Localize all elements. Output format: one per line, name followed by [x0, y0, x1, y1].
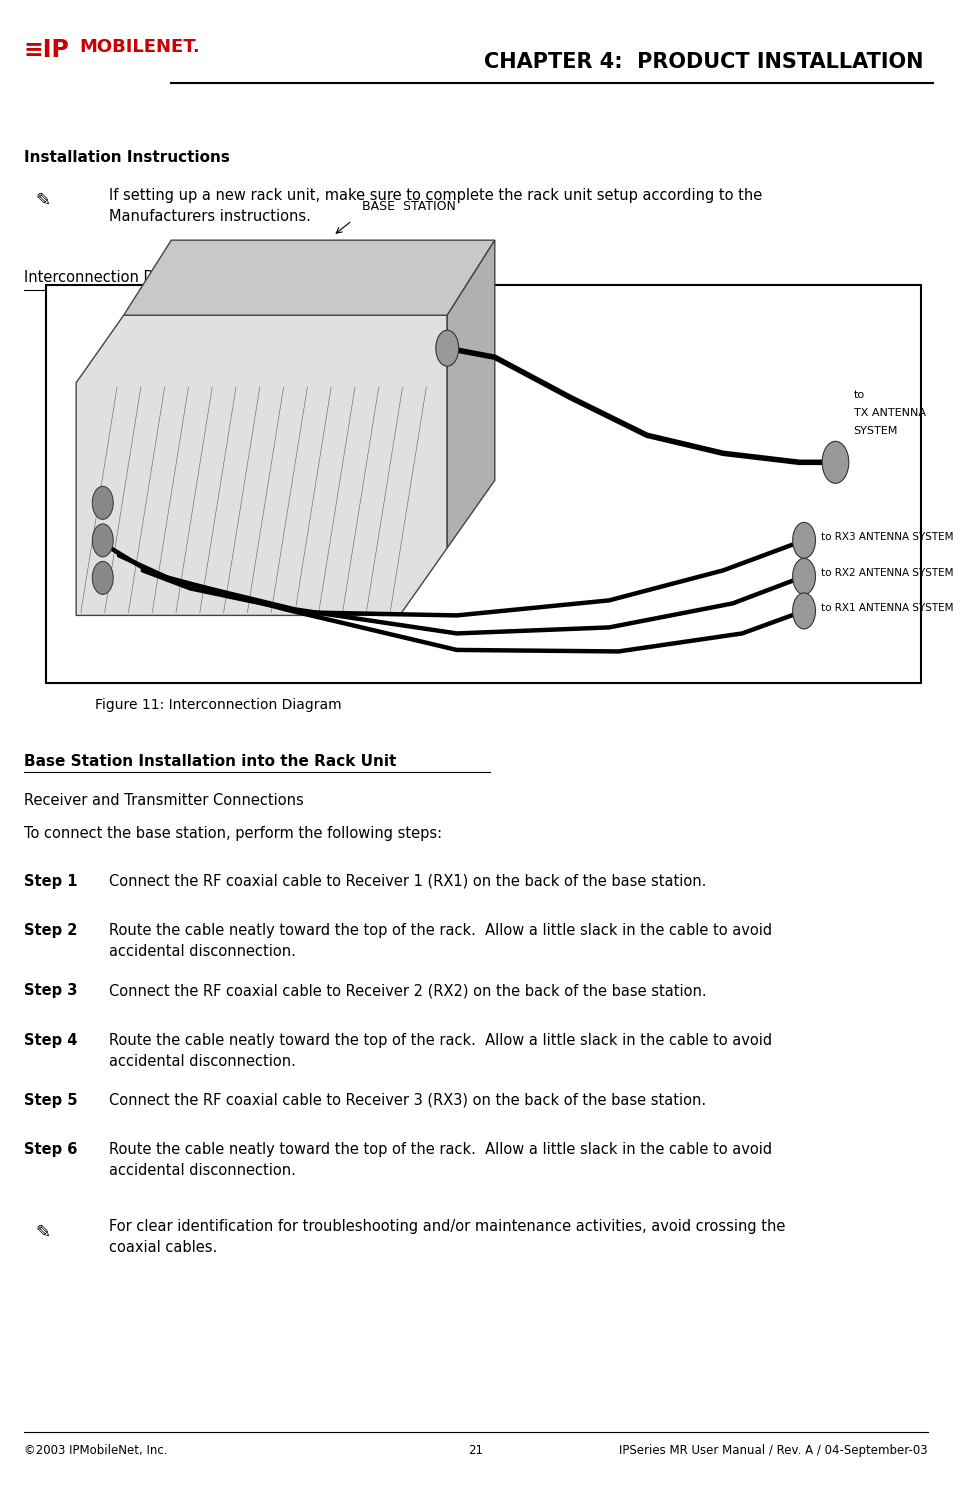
Circle shape: [92, 486, 114, 519]
Text: Figure 11: Interconnection Diagram: Figure 11: Interconnection Diagram: [95, 698, 342, 711]
Text: ✎: ✎: [35, 1223, 50, 1241]
Polygon shape: [76, 315, 447, 615]
Text: BASE  STATION: BASE STATION: [362, 200, 456, 213]
Text: Step 2: Step 2: [24, 923, 77, 938]
Bar: [46, 285, 921, 683]
Text: Step 1: Step 1: [24, 874, 77, 889]
Text: to RX3 ANTENNA SYSTEM: to RX3 ANTENNA SYSTEM: [821, 533, 954, 542]
Text: For clear identification for troubleshooting and/or maintenance activities, avoi: For clear identification for troubleshoo…: [110, 1219, 786, 1255]
Text: TX ANTENNA: TX ANTENNA: [854, 408, 925, 419]
Text: Step 5: Step 5: [24, 1093, 77, 1108]
Text: Base Station Installation into the Rack Unit: Base Station Installation into the Rack …: [24, 754, 396, 769]
Circle shape: [92, 524, 114, 557]
Text: Receiver and Transmitter Connections: Receiver and Transmitter Connections: [24, 793, 304, 808]
Text: ≡IP: ≡IP: [24, 38, 70, 62]
Text: ✎: ✎: [35, 192, 50, 210]
Text: Step 3: Step 3: [24, 983, 77, 998]
Polygon shape: [447, 240, 495, 548]
Text: MOBILENET.: MOBILENET.: [79, 38, 200, 56]
Text: SYSTEM: SYSTEM: [854, 426, 898, 437]
Text: To connect the base station, perform the following steps:: To connect the base station, perform the…: [24, 826, 442, 841]
Text: to: to: [854, 390, 864, 401]
Text: to RX2 ANTENNA SYSTEM: to RX2 ANTENNA SYSTEM: [821, 569, 954, 578]
Text: Route the cable neatly toward the top of the rack.  Allow a little slack in the : Route the cable neatly toward the top of…: [110, 923, 772, 959]
Text: Interconnection Diagram: Interconnection Diagram: [24, 270, 206, 285]
Circle shape: [793, 593, 815, 629]
Text: ©2003 IPMobileNet, Inc.: ©2003 IPMobileNet, Inc.: [24, 1444, 168, 1457]
Text: Step 6: Step 6: [24, 1142, 77, 1157]
Text: Connect the RF coaxial cable to Receiver 2 (RX2) on the back of the base station: Connect the RF coaxial cable to Receiver…: [110, 983, 707, 998]
Circle shape: [793, 558, 815, 594]
Text: Installation Instructions: Installation Instructions: [24, 150, 229, 165]
Circle shape: [436, 330, 459, 366]
Text: Route the cable neatly toward the top of the rack.  Allow a little slack in the : Route the cable neatly toward the top of…: [110, 1033, 772, 1069]
Polygon shape: [123, 240, 495, 315]
Text: Step 4: Step 4: [24, 1033, 77, 1048]
Text: Route the cable neatly toward the top of the rack.  Allow a little slack in the : Route the cable neatly toward the top of…: [110, 1142, 772, 1178]
Text: to RX1 ANTENNA SYSTEM: to RX1 ANTENNA SYSTEM: [821, 603, 954, 612]
Text: Connect the RF coaxial cable to Receiver 3 (RX3) on the back of the base station: Connect the RF coaxial cable to Receiver…: [110, 1093, 707, 1108]
Circle shape: [92, 561, 114, 594]
Text: 21: 21: [468, 1444, 483, 1457]
Text: CHAPTER 4:  PRODUCT INSTALLATION: CHAPTER 4: PRODUCT INSTALLATION: [483, 53, 923, 72]
Circle shape: [793, 522, 815, 558]
Text: If setting up a new rack unit, make sure to complete the rack unit setup accordi: If setting up a new rack unit, make sure…: [110, 188, 762, 224]
Text: Connect the RF coaxial cable to Receiver 1 (RX1) on the back of the base station: Connect the RF coaxial cable to Receiver…: [110, 874, 707, 889]
Circle shape: [822, 441, 849, 483]
Text: IPSeries MR User Manual / Rev. A / 04-September-03: IPSeries MR User Manual / Rev. A / 04-Se…: [619, 1444, 928, 1457]
